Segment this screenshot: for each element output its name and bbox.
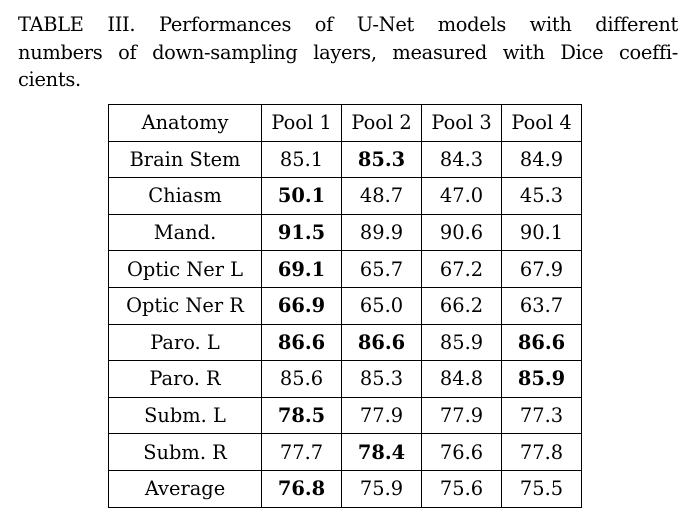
table-row: Paro. R 85.6 85.3 84.8 85.9: [108, 360, 582, 398]
dice-value-cell: 90.1: [501, 213, 582, 252]
table-row: Optic Ner L 69.1 65.7 67.2 67.9: [108, 250, 582, 288]
row-label: Optic Ner L: [108, 250, 262, 288]
dice-value-cell: 75.9: [341, 469, 422, 508]
column-header-pool-3: Pool 3: [421, 104, 502, 142]
column-header-pool-1: Pool 1: [261, 104, 342, 142]
dice-value-cell: 65.7: [341, 250, 422, 288]
dice-value-cell: 77.9: [341, 396, 422, 435]
table-row: Paro. L 86.6 86.6 85.9 86.6: [108, 323, 582, 362]
table-row: Optic Ner R 66.9 65.0 66.2 63.7: [108, 286, 582, 325]
dice-value-cell: 91.5: [261, 213, 342, 252]
table-row: Subm. R 77.7 78.4 76.6 77.8: [108, 433, 582, 471]
dice-value-cell: 78.5: [261, 396, 342, 435]
dice-value-cell: 85.3: [341, 360, 422, 398]
results-table: Anatomy Pool 1 Pool 2 Pool 3 Pool 4 Brai…: [108, 104, 582, 508]
dice-value-cell: 86.6: [261, 323, 342, 362]
dice-value-cell: 75.5: [501, 469, 582, 508]
column-header-anatomy: Anatomy: [108, 104, 262, 142]
table-caption: TABLE III. Performances of U-Net models …: [18, 11, 678, 94]
dice-value-cell: 85.9: [421, 323, 502, 362]
table-row: Subm. L 78.5 77.9 77.9 77.3: [108, 396, 582, 435]
dice-value-cell: 85.6: [261, 360, 342, 398]
dice-value-cell: 76.6: [421, 433, 502, 471]
dice-value-cell: 77.7: [261, 433, 342, 471]
caption-line: TABLE III. Performances of U-Net models …: [18, 13, 678, 36]
table-row: Average 76.8 75.9 75.6 75.5: [108, 469, 582, 508]
table-row: Mand. 91.5 89.9 90.6 90.1: [108, 213, 582, 252]
dice-value-cell: 65.0: [341, 286, 422, 325]
dice-value-cell: 84.8: [421, 360, 502, 398]
dice-value-cell: 48.7: [341, 177, 422, 215]
header-row: Anatomy Pool 1 Pool 2 Pool 3 Pool 4: [108, 104, 582, 142]
dice-value-cell: 78.4: [341, 433, 422, 471]
row-label: Subm. L: [108, 396, 262, 435]
table-row: Brain Stem 85.1 85.3 84.3 84.9: [108, 140, 582, 179]
dice-value-cell: 90.6: [421, 213, 502, 252]
caption-line: cients.: [18, 68, 81, 91]
row-label: Paro. L: [108, 323, 262, 362]
dice-value-cell: 63.7: [501, 286, 582, 325]
dice-value-cell: 50.1: [261, 177, 342, 215]
caption-line: numbers of down-sampling layers, measure…: [18, 40, 678, 64]
row-label: Optic Ner R: [108, 286, 262, 325]
row-label: Brain Stem: [108, 140, 262, 179]
dice-value-cell: 45.3: [501, 177, 582, 215]
dice-value-cell: 89.9: [341, 213, 422, 252]
dice-value-cell: 69.1: [261, 250, 342, 288]
dice-value-cell: 75.6: [421, 469, 502, 508]
row-label: Subm. R: [108, 433, 262, 471]
row-label: Chiasm: [108, 177, 262, 215]
dice-value-cell: 84.9: [501, 140, 582, 179]
dice-value-cell: 77.9: [421, 396, 502, 435]
dice-value-cell: 67.9: [501, 250, 582, 288]
column-header-pool-2: Pool 2: [341, 104, 422, 142]
dice-value-cell: 77.8: [501, 433, 582, 471]
dice-value-cell: 67.2: [421, 250, 502, 288]
dice-value-cell: 85.9: [501, 360, 582, 398]
dice-value-cell: 76.8: [261, 469, 342, 508]
dice-value-cell: 47.0: [421, 177, 502, 215]
table-body: Brain Stem 85.1 85.3 84.3 84.9 Chiasm 50.1 48.7…: [108, 140, 582, 508]
column-header-pool-4: Pool 4: [501, 104, 582, 142]
dice-value-cell: 86.6: [501, 323, 582, 362]
dice-value-cell: 86.6: [341, 323, 422, 362]
row-label: Average: [108, 469, 262, 508]
row-label: Mand.: [108, 213, 262, 252]
dice-value-cell: 84.3: [421, 140, 502, 179]
dice-value-cell: 85.1: [261, 140, 342, 179]
row-label: Paro. R: [108, 360, 262, 398]
dice-value-cell: 77.3: [501, 396, 582, 435]
table-row: Chiasm 50.1 48.7 47.0 45.3: [108, 177, 582, 215]
dice-value-cell: 85.3: [341, 140, 422, 179]
dice-value-cell: 66.9: [261, 286, 342, 325]
dice-value-cell: 66.2: [421, 286, 502, 325]
